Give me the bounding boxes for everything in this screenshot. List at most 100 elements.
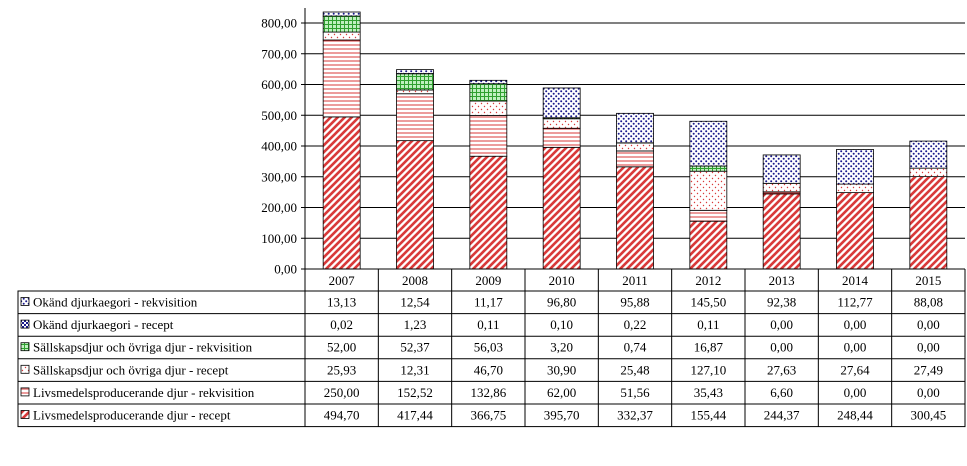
data-label-sallskapsdjur-och-ovriga-djur-rekvisition-2011: 0,74 <box>624 340 647 355</box>
bar-segment-sallskapsdjur-och-ovriga-djur-recept-2011 <box>616 142 654 152</box>
legend-label-okand-djurkaegori-recept: Okänd djurkaegori - recept <box>33 317 174 332</box>
data-label-okand-djurkaegori-recept-2007: 0,02 <box>330 317 353 332</box>
data-label-okand-djurkaegori-recept-2011: 0,22 <box>624 317 647 332</box>
data-label-sallskapsdjur-och-ovriga-djur-rekvisition-2012: 16,87 <box>694 340 724 355</box>
data-label-livsmedelsproducerande-djur-rekvisition-2011: 51,56 <box>620 385 650 400</box>
legend-key-livsmedelsproducerande-djur-rekvisition <box>20 387 30 397</box>
x-tick-label-2012: 2012 <box>695 273 721 288</box>
bar-segment-okand-djurkaegori-rekvisition-2015 <box>909 140 948 169</box>
bar-segment-livsmedelsproducerande-djur-rekvisition-2010 <box>542 127 581 148</box>
data-label-okand-djurkaegori-recept-2009: 0,11 <box>477 317 499 332</box>
bars <box>322 11 948 270</box>
y-tick-label: 100,00 <box>261 231 297 246</box>
y-tick-label: 300,00 <box>261 169 297 184</box>
data-label-okand-djurkaegori-rekvisition-2009: 11,17 <box>474 295 503 310</box>
x-tick-label-2009: 2009 <box>475 273 501 288</box>
bar-segment-livsmedelsproducerande-djur-rekvisition-2011 <box>616 150 654 168</box>
bar-segment-livsmedelsproducerande-djur-recept-2010 <box>542 146 581 270</box>
bar-segment-okand-djurkaegori-rekvisition-2014 <box>836 149 874 185</box>
data-label-okand-djurkaegori-rekvisition-2014: 112,77 <box>837 295 873 310</box>
data-label-sallskapsdjur-och-ovriga-djur-recept-2014: 27,64 <box>840 362 870 377</box>
data-label-okand-djurkaegori-recept-2008: 1,23 <box>404 317 427 332</box>
data-label-okand-djurkaegori-recept-2014: 0,00 <box>844 317 867 332</box>
data-label-livsmedelsproducerande-djur-rekvisition-2010: 62,00 <box>547 385 576 400</box>
bar-segment-sallskapsdjur-och-ovriga-djur-recept-2014 <box>836 183 874 194</box>
legend-key-okand-djurkaegori-recept <box>20 319 30 329</box>
data-label-sallskapsdjur-och-ovriga-djur-recept-2013: 27,63 <box>767 362 796 377</box>
data-label-livsmedelsproducerande-djur-recept-2007: 494,70 <box>324 408 360 423</box>
bar-segment-livsmedelsproducerande-djur-recept-2007 <box>322 116 361 270</box>
bar-segment-livsmedelsproducerande-djur-recept-2013 <box>762 193 801 270</box>
bar-segment-okand-djurkaegori-rekvisition-2012 <box>689 120 728 167</box>
y-tick-label: 800,00 <box>261 16 297 31</box>
bar-segment-sallskapsdjur-och-ovriga-djur-recept-2009 <box>469 100 508 116</box>
data-label-livsmedelsproducerande-djur-rekvisition-2009: 132,86 <box>470 385 506 400</box>
y-tick-label: 0,00 <box>274 262 297 277</box>
data-label-okand-djurkaegori-rekvisition-2010: 96,80 <box>547 295 576 310</box>
bar-segment-livsmedelsproducerande-djur-recept-2015 <box>909 176 948 270</box>
x-tick-label-2011: 2011 <box>622 273 648 288</box>
bar-segment-livsmedelsproducerande-djur-rekvisition-2009 <box>469 114 508 157</box>
data-label-okand-djurkaegori-rekvisition-2015: 88,08 <box>914 295 943 310</box>
data-label-okand-djurkaegori-recept-2012: 0,11 <box>697 317 719 332</box>
bar-segment-livsmedelsproducerande-djur-recept-2012 <box>689 220 728 270</box>
data-label-okand-djurkaegori-rekvisition-2008: 12,54 <box>400 295 430 310</box>
data-label-livsmedelsproducerande-djur-rekvisition-2015: 0,00 <box>917 385 940 400</box>
data-label-sallskapsdjur-och-ovriga-djur-rekvisition-2014: 0,00 <box>844 340 867 355</box>
legend-label-okand-djurkaegori-rekvisition: Okänd djurkaegori - rekvisition <box>33 295 198 310</box>
bar-segment-livsmedelsproducerande-djur-recept-2011 <box>616 166 654 270</box>
data-label-okand-djurkaegori-rekvisition-2013: 92,38 <box>767 295 796 310</box>
legend-label-livsmedelsproducerande-djur-rekvisition: Livsmedelsproducerande djur - rekvisitio… <box>33 385 255 400</box>
legend-label-livsmedelsproducerande-djur-recept: Livsmedelsproducerande djur - recept <box>33 408 231 423</box>
y-tick-label: 600,00 <box>261 77 297 92</box>
data-label-okand-djurkaegori-recept-2010: 0,10 <box>550 317 573 332</box>
data-label-sallskapsdjur-och-ovriga-djur-recept-2010: 30,90 <box>547 362 576 377</box>
bar-segment-livsmedelsproducerande-djur-recept-2008 <box>396 140 434 270</box>
data-label-livsmedelsproducerande-djur-rekvisition-2007: 250,00 <box>324 385 360 400</box>
bar-segment-okand-djurkaegori-rekvisition-2011 <box>616 112 654 144</box>
data-label-sallskapsdjur-och-ovriga-djur-rekvisition-2013: 0,00 <box>770 340 793 355</box>
data-label-livsmedelsproducerande-djur-recept-2009: 366,75 <box>470 408 506 423</box>
bar-segment-okand-djurkaegori-rekvisition-2008 <box>396 69 434 74</box>
data-label-livsmedelsproducerande-djur-rekvisition-2014: 0,00 <box>844 385 867 400</box>
data-label-livsmedelsproducerande-djur-recept-2008: 417,44 <box>397 408 433 423</box>
data-label-okand-djurkaegori-rekvisition-2011: 95,88 <box>620 295 649 310</box>
data-label-livsmedelsproducerande-djur-recept-2010: 395,70 <box>544 408 580 423</box>
data-label-sallskapsdjur-och-ovriga-djur-recept-2009: 46,70 <box>474 362 503 377</box>
legend-key-sallskapsdjur-och-ovriga-djur-rekvisition <box>20 342 30 352</box>
data-label-okand-djurkaegori-rekvisition-2012: 145,50 <box>690 295 726 310</box>
bar-segment-sallskapsdjur-och-ovriga-djur-recept-2012 <box>689 170 728 211</box>
data-label-sallskapsdjur-och-ovriga-djur-rekvisition-2007: 52,00 <box>327 340 356 355</box>
data-label-sallskapsdjur-och-ovriga-djur-recept-2012: 127,10 <box>690 362 726 377</box>
data-label-livsmedelsproducerande-djur-rekvisition-2012: 35,43 <box>694 385 723 400</box>
data-label-livsmedelsproducerande-djur-recept-2014: 248,44 <box>837 408 873 423</box>
bar-segment-sallskapsdjur-och-ovriga-djur-recept-2013 <box>762 182 801 193</box>
data-label-livsmedelsproducerande-djur-recept-2015: 300,45 <box>910 408 946 423</box>
data-label-sallskapsdjur-och-ovriga-djur-recept-2015: 27,49 <box>914 362 943 377</box>
data-label-sallskapsdjur-och-ovriga-djur-rekvisition-2009: 56,03 <box>474 340 503 355</box>
data-label-sallskapsdjur-och-ovriga-djur-rekvisition-2008: 52,37 <box>400 340 430 355</box>
bar-segment-livsmedelsproducerande-djur-rekvisition-2008 <box>396 93 434 142</box>
data-label-sallskapsdjur-och-ovriga-djur-rekvisition-2010: 3,20 <box>550 340 573 355</box>
bar-segment-sallskapsdjur-och-ovriga-djur-rekvisition-2007 <box>322 15 361 33</box>
data-label-sallskapsdjur-och-ovriga-djur-recept-2007: 25,93 <box>327 362 356 377</box>
data-label-livsmedelsproducerande-djur-recept-2011: 332,37 <box>617 408 653 423</box>
bar-segment-livsmedelsproducerande-djur-recept-2009 <box>469 155 508 270</box>
x-tick-label-2008: 2008 <box>402 273 428 288</box>
y-axis: 0,00 100,00 200,00 300,00 400,00 500,00 600,00… <box>261 8 306 277</box>
legend-key-sallskapsdjur-och-ovriga-djur-recept <box>20 364 30 374</box>
bar-segment-livsmedelsproducerande-djur-rekvisition-2012 <box>689 209 728 222</box>
data-table: 2007 2008 2009 2010 2011 2012 2013 2014 2015 Okän… <box>17 268 966 428</box>
data-label-sallskapsdjur-och-ovriga-djur-recept-2008: 12,31 <box>400 362 429 377</box>
x-tick-label-2010: 2010 <box>549 273 575 288</box>
legend-label-sallskapsdjur-och-ovriga-djur-recept: Sällskapsdjur och övriga djur - recept <box>33 362 229 377</box>
x-tick-label-2015: 2015 <box>915 273 941 288</box>
y-tick-label: 400,00 <box>261 139 297 154</box>
y-tick-label: 500,00 <box>261 108 297 123</box>
bar-segment-sallskapsdjur-och-ovriga-djur-rekvisition-2008 <box>396 73 434 91</box>
bar-segment-okand-djurkaegori-rekvisition-2007 <box>322 11 361 17</box>
x-tick-label-2013: 2013 <box>769 273 795 288</box>
data-label-sallskapsdjur-och-ovriga-djur-recept-2011: 25,48 <box>620 362 649 377</box>
y-tick-label: 200,00 <box>261 200 297 215</box>
